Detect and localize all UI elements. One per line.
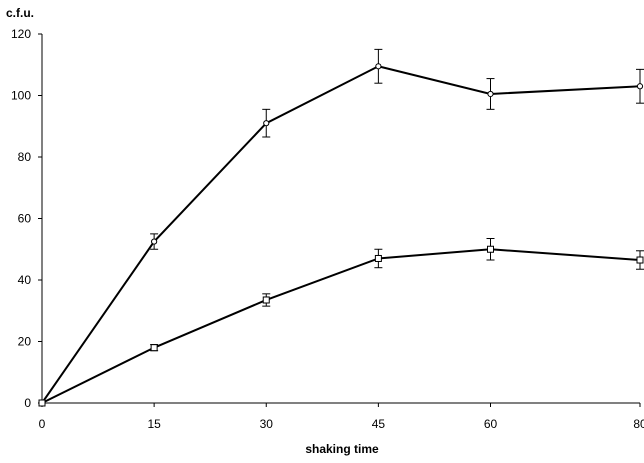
y-tick-label: 100 [11,89,31,103]
y-axis-title: c.f.u. [6,6,34,20]
y-tick-label: 0 [24,396,31,410]
y-tick-label: 20 [18,335,32,349]
data-point [488,91,493,96]
x-tick-label: 45 [372,417,386,431]
data-point [488,246,494,252]
series-layer [39,49,644,406]
data-point [637,257,643,263]
x-tick-label: 30 [260,417,274,431]
data-point [263,297,269,303]
y-tick-label: 60 [18,212,32,226]
x-tick-label: 0 [39,417,46,431]
x-tick-label: 80 [633,417,644,431]
data-point [376,64,381,69]
data-point [264,121,269,126]
data-point [39,400,45,406]
x-tick-label: 15 [147,417,161,431]
data-point [152,239,157,244]
y-tick-label: 80 [18,150,32,164]
x-tick-label: 60 [484,417,498,431]
data-point [151,345,157,351]
data-point [637,84,642,89]
data-point [375,255,381,261]
series-2 [39,238,644,406]
y-tick-label: 120 [11,27,31,41]
series-1 [39,49,644,405]
series-line [42,66,640,403]
x-axis-title: shaking time [305,442,379,456]
y-tick-label: 40 [18,273,32,287]
